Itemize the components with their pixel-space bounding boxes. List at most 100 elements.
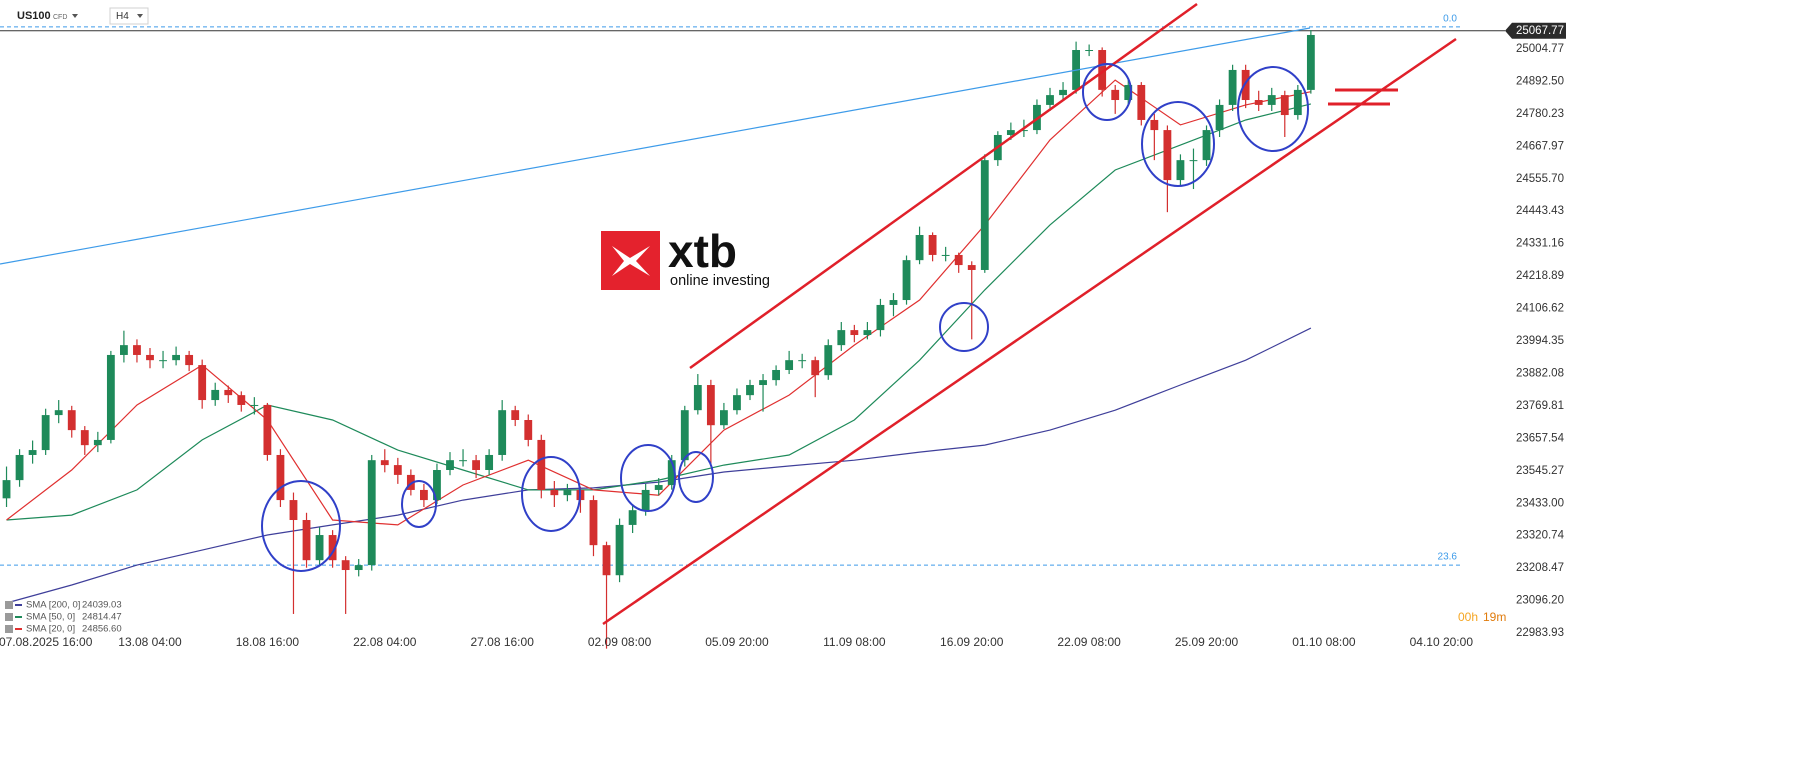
candle-body [172, 354, 180, 361]
sma-line [6, 79, 1312, 526]
price-axis: 25004.77 24892.50 24780.23 24667.97 24555.70… [1505, 22, 1566, 639]
candle-body [733, 395, 741, 411]
legend-value: 24856.60 [82, 624, 122, 635]
candle-body [133, 345, 141, 355]
candle-body [41, 415, 50, 451]
candle-body [146, 354, 154, 361]
candle-body [80, 430, 89, 446]
candle-body [380, 460, 389, 466]
y-tick-label: 22983.93 [1516, 627, 1564, 639]
candle-body [406, 474, 415, 490]
x-tick-label: 02.09 08:00 [588, 635, 652, 649]
candle-body [850, 330, 859, 336]
instrument-type: CFD [53, 14, 67, 21]
candle-body [328, 535, 337, 561]
candle-body [302, 520, 311, 561]
x-tick-label: 18.08 16:00 [236, 635, 300, 649]
x-tick-label: 07.08.2025 16:00 [0, 635, 93, 649]
logo: xtb online investing [601, 225, 770, 290]
y-tick-label: 24667.97 [1516, 140, 1564, 152]
y-tick-label: 24331.16 [1516, 238, 1564, 250]
candle-body [1020, 130, 1028, 132]
circle [401, 480, 437, 528]
y-tick-label: 23320.74 [1516, 530, 1565, 542]
candle-body [641, 489, 650, 511]
legend: SMA [200, 0] 24039.03 SMA [50, 0] 24814.47 S… [5, 600, 122, 635]
candle-body [1215, 104, 1224, 131]
candle-body [1202, 130, 1211, 161]
candle-body [941, 254, 950, 256]
candle-body [159, 360, 167, 362]
logo-brand: xtb [668, 225, 737, 277]
candle-body [1254, 100, 1263, 105]
candle-body [928, 235, 937, 255]
y-tick-label: 24106.62 [1516, 303, 1564, 315]
candle-body [967, 265, 976, 270]
y-tick-label: 23994.35 [1516, 335, 1564, 347]
y-tick-label: 23769.81 [1516, 400, 1564, 412]
candle-body [498, 410, 507, 455]
header: US100 CFD H4 [17, 7, 149, 25]
circle [521, 456, 581, 532]
x-tick-label: 22.08 04:00 [353, 635, 417, 649]
candle-body [902, 260, 911, 301]
candle-body [798, 360, 807, 362]
logo-x [612, 246, 650, 276]
candle-body [550, 489, 559, 496]
y-tick-label: 24892.50 [1516, 75, 1564, 87]
candle-body [876, 304, 885, 331]
dropdown-arrow[interactable] [72, 14, 78, 18]
candle-body [680, 410, 689, 461]
legend-icon [5, 601, 13, 609]
candle-body [472, 460, 480, 471]
y-tick-label: 23208.47 [1516, 562, 1564, 574]
candle-body [524, 419, 533, 440]
candle-body [1189, 160, 1198, 162]
candle-body [837, 330, 846, 346]
candle-body [224, 389, 233, 396]
candle-body [1306, 34, 1315, 90]
candle-body [367, 460, 376, 566]
timeframe-select[interactable] [109, 7, 149, 25]
candle-body [2, 480, 11, 499]
candle-body [1176, 160, 1185, 181]
candle-body [1111, 89, 1120, 101]
level-label: 0.0 [1443, 14, 1457, 25]
candle-body [120, 345, 128, 355]
y-tick-label: 23882.08 [1516, 367, 1564, 379]
level-label: 23.6 [1438, 552, 1458, 563]
candle-body [511, 410, 520, 420]
countdown-hours: 00h [1458, 610, 1478, 624]
candle-body [263, 404, 272, 455]
candle-body [459, 460, 467, 462]
candle-body [1293, 89, 1302, 116]
circle [1141, 101, 1215, 187]
x-tick-label: 13.08 04:00 [118, 635, 182, 649]
candle-body [1228, 69, 1237, 105]
x-tick-label: 22.09 08:00 [1057, 635, 1121, 649]
candle-body [1280, 95, 1289, 116]
candle-body [1150, 119, 1159, 131]
candle-body [93, 439, 102, 446]
x-tick-label: 25.09 20:00 [1175, 635, 1239, 649]
candle-body [772, 369, 780, 381]
circle [261, 480, 341, 572]
candle-body [106, 354, 115, 440]
circle [678, 451, 714, 503]
candle-body [276, 454, 285, 501]
candle-body [615, 524, 624, 576]
y-tick-label: 25004.77 [1516, 43, 1564, 55]
price-tag-label: 25067.77 [1516, 25, 1564, 37]
trend-line-blue [0, 27, 1311, 265]
y-tick-label: 23545.27 [1516, 465, 1564, 477]
candle-body [1163, 130, 1172, 181]
price-tag [1505, 22, 1566, 39]
candle-body [563, 489, 572, 496]
circle [1082, 63, 1132, 121]
candle-body [720, 410, 728, 426]
dropdown-arrow[interactable] [137, 14, 143, 18]
candle-body [746, 385, 754, 396]
candle-body [537, 439, 546, 490]
candle-body [980, 160, 989, 270]
